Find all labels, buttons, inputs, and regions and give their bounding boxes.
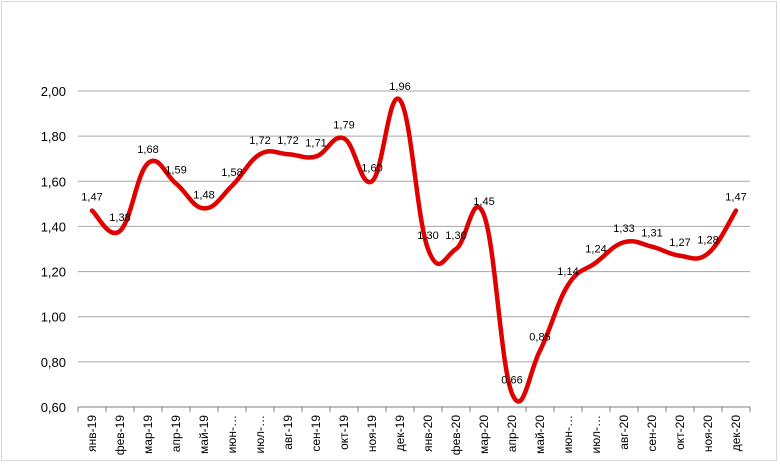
data-point bbox=[286, 152, 291, 157]
data-label: 1,79 bbox=[333, 119, 354, 131]
data-label: 1,72 bbox=[277, 135, 298, 147]
data-label: 1,28 bbox=[697, 235, 718, 247]
data-label: 1,24 bbox=[585, 244, 606, 256]
gridlines bbox=[78, 90, 750, 408]
x-tick-label: сен-20 bbox=[645, 415, 659, 452]
x-tick-label: авг-19 bbox=[281, 415, 295, 450]
data-label: 1,60 bbox=[361, 162, 382, 174]
data-label: 1,96 bbox=[389, 81, 410, 93]
x-tick-label: сен-19 bbox=[309, 415, 323, 452]
x-tick-label: фев-19 bbox=[113, 415, 127, 456]
x-tick-label: окт-19 bbox=[337, 415, 351, 450]
data-point bbox=[622, 240, 627, 245]
x-tick-label: июл-… bbox=[589, 415, 603, 453]
data-label: 1,71 bbox=[305, 137, 326, 149]
data-point bbox=[342, 136, 347, 141]
x-tick-label: дек-20 bbox=[729, 415, 743, 452]
data-point bbox=[650, 244, 655, 249]
x-tick-label: окт-20 bbox=[673, 415, 687, 450]
data-label: 1,48 bbox=[193, 189, 214, 201]
x-tick-label: май-20 bbox=[533, 415, 547, 454]
y-axis: 0,60 0,80 1,00 1,20 1,40 1,60 1,80 2,00 bbox=[41, 84, 66, 415]
x-tick-label: янв-20 bbox=[421, 415, 435, 452]
data-point bbox=[482, 213, 487, 218]
data-label: 1,47 bbox=[725, 192, 746, 204]
data-label: 1,47 bbox=[81, 192, 102, 204]
y-tick-label: 1,80 bbox=[41, 129, 66, 144]
y-tick-label: 0,80 bbox=[41, 355, 66, 370]
data-point bbox=[510, 391, 515, 396]
x-tick-label: мар-20 bbox=[477, 415, 491, 454]
x-tick-label: июн-… bbox=[225, 415, 239, 453]
data-point bbox=[230, 183, 235, 188]
y-tick-label: 2,00 bbox=[41, 84, 66, 99]
data-label: 1,38 bbox=[109, 212, 130, 224]
data-point bbox=[202, 206, 207, 211]
data-label: 1,33 bbox=[613, 223, 634, 235]
data-label: 1,45 bbox=[473, 196, 494, 208]
data-label: 1,59 bbox=[165, 165, 186, 177]
x-tick-label: апр-20 bbox=[505, 415, 519, 453]
data-point bbox=[118, 228, 123, 233]
y-tick-label: 1,20 bbox=[41, 265, 66, 280]
y-tick-label: 1,40 bbox=[41, 219, 66, 234]
data-label: 1,27 bbox=[669, 237, 690, 249]
x-tick-label: авг-20 bbox=[617, 415, 631, 450]
data-point bbox=[258, 152, 263, 157]
data-point bbox=[314, 154, 319, 159]
data-label: 0,85 bbox=[529, 332, 550, 344]
data-point bbox=[734, 208, 739, 213]
x-tick-label: июн-… bbox=[561, 415, 575, 453]
x-tick-label: мар-19 bbox=[141, 415, 155, 454]
data-point bbox=[566, 283, 571, 288]
y-tick-label: 0,60 bbox=[41, 400, 66, 415]
x-axis: янв-19 фев-19 мар-19 апр-19 май-19 июн-… июл-…… bbox=[77, 407, 751, 456]
data-point bbox=[90, 208, 95, 213]
data-label: 1,14 bbox=[557, 266, 578, 278]
data-point bbox=[174, 181, 179, 186]
x-tick-label: янв-19 bbox=[85, 415, 99, 452]
data-label: 1,31 bbox=[641, 228, 662, 240]
data-label: 1,68 bbox=[137, 144, 158, 156]
data-point bbox=[706, 251, 711, 256]
series-layer bbox=[89, 96, 739, 404]
data-point bbox=[426, 247, 431, 252]
data-point bbox=[398, 98, 403, 103]
data-label: 0,66 bbox=[501, 374, 522, 386]
data-label: 1,72 bbox=[249, 135, 270, 147]
x-tick-label: ноя-19 bbox=[365, 415, 379, 452]
x-tick-label: апр-19 bbox=[169, 415, 183, 453]
data-label: 1,30 bbox=[417, 230, 438, 242]
x-tick-label: дек-19 bbox=[393, 415, 407, 452]
data-point bbox=[594, 260, 599, 265]
data-point bbox=[454, 247, 459, 252]
series-line bbox=[89, 96, 739, 404]
data-point bbox=[678, 253, 683, 258]
data-labels: 1,47 1,38 1,68 1,59 1,48 1,58 1,72 1,72 1,71 1,79… bbox=[81, 81, 746, 386]
x-tick-label: июл-… bbox=[253, 415, 267, 453]
x-tick-label: ноя-20 bbox=[701, 415, 715, 452]
x-tick-label: фев-20 bbox=[449, 415, 463, 456]
data-point bbox=[146, 161, 151, 166]
data-point bbox=[370, 179, 375, 184]
y-tick-label: 1,60 bbox=[41, 174, 66, 189]
data-label: 1,58 bbox=[221, 167, 242, 179]
data-label: 1,30 bbox=[445, 230, 466, 242]
y-tick-label: 1,00 bbox=[41, 310, 66, 325]
x-tick-label: май-19 bbox=[197, 415, 211, 454]
data-point bbox=[538, 348, 543, 353]
